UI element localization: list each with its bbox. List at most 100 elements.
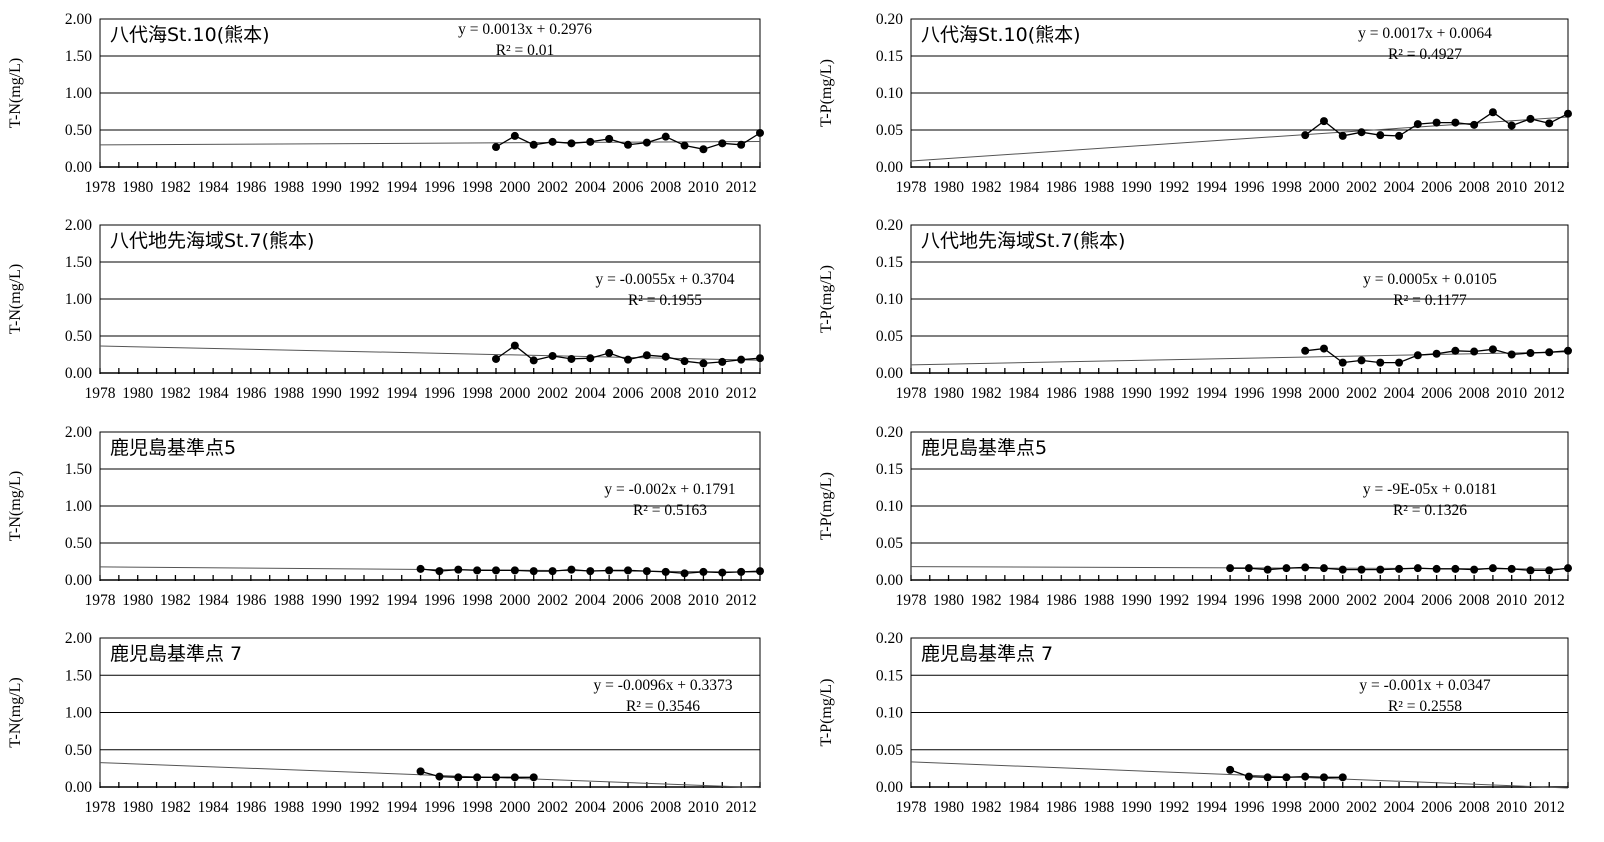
data-point xyxy=(756,128,764,137)
data-point xyxy=(1244,772,1253,781)
y-axis-label: T-P(mg/L) xyxy=(818,472,835,540)
trend-equation: y = 0.0005x + 0.0105 xyxy=(1363,271,1497,288)
data-point xyxy=(1413,351,1422,360)
data-point xyxy=(1545,566,1554,575)
x-tick-label: 1990 xyxy=(311,385,342,402)
r-squared: R² = 0.2558 xyxy=(1388,698,1462,715)
x-tick-label: 1990 xyxy=(1121,179,1152,196)
x-tick-label: 1992 xyxy=(1158,179,1189,196)
data-point xyxy=(454,565,463,574)
data-point xyxy=(548,351,557,360)
data-point xyxy=(586,567,595,576)
x-tick-label: 2010 xyxy=(688,385,719,402)
x-tick-label: 2000 xyxy=(499,799,530,816)
x-tick-label: 1984 xyxy=(198,179,229,196)
x-tick-label: 1978 xyxy=(85,179,116,196)
x-tick-label: 2002 xyxy=(1346,592,1377,609)
y-tick-label: 0.00 xyxy=(876,779,903,796)
y-tick-label: 0.50 xyxy=(65,122,92,139)
y-tick-label: 1.00 xyxy=(65,498,92,515)
x-tick-label: 2000 xyxy=(1308,799,1339,816)
x-tick-label: 2000 xyxy=(499,179,530,196)
x-tick-label: 2012 xyxy=(726,179,757,196)
data-point xyxy=(529,356,538,365)
x-tick-label: 1980 xyxy=(122,385,153,402)
data-point xyxy=(699,567,708,576)
x-tick-label: 1978 xyxy=(896,592,927,609)
x-tick-label: 2008 xyxy=(650,592,681,609)
data-point xyxy=(1564,564,1572,573)
data-point xyxy=(1507,350,1516,359)
x-tick-label: 2000 xyxy=(1308,592,1339,609)
data-point xyxy=(661,352,670,361)
x-tick-label: 1998 xyxy=(1271,385,1302,402)
x-tick-label: 1998 xyxy=(1271,799,1302,816)
data-point xyxy=(1357,356,1366,365)
data-point xyxy=(1319,344,1328,353)
x-tick-label: 1990 xyxy=(1121,799,1152,816)
data-point xyxy=(1395,564,1404,573)
x-tick-label: 1998 xyxy=(1271,179,1302,196)
data-point xyxy=(718,568,727,577)
data-point xyxy=(435,567,444,576)
data-point xyxy=(492,773,500,782)
x-tick-label: 1988 xyxy=(273,385,304,402)
data-point xyxy=(1470,565,1479,574)
x-tick-label: 1978 xyxy=(85,385,116,402)
x-tick-label: 2010 xyxy=(1496,592,1527,609)
x-tick-label: 2002 xyxy=(1346,179,1377,196)
x-tick-label: 2010 xyxy=(1496,179,1527,196)
x-tick-label: 2004 xyxy=(575,799,606,816)
y-tick-label: 0.00 xyxy=(876,572,903,589)
x-tick-label: 2010 xyxy=(1496,799,1527,816)
x-tick-label: 2000 xyxy=(1308,385,1339,402)
x-tick-label: 1998 xyxy=(462,592,493,609)
y-tick-label: 0.00 xyxy=(876,365,903,382)
data-point xyxy=(1338,565,1347,574)
y-tick-label: 1.00 xyxy=(65,85,92,102)
data-point xyxy=(548,137,557,146)
x-tick-label: 1994 xyxy=(386,592,417,609)
data-point xyxy=(1319,773,1328,782)
x-tick-label: 1994 xyxy=(1196,385,1227,402)
data-point xyxy=(529,773,538,782)
y-axis-label: T-P(mg/L) xyxy=(818,265,835,333)
data-point xyxy=(567,565,576,574)
data-point xyxy=(1395,131,1404,140)
y-tick-label: 1.50 xyxy=(65,667,92,684)
data-point xyxy=(1263,773,1272,782)
y-tick-label: 0.00 xyxy=(65,365,92,382)
r-squared: R² = 0.01 xyxy=(496,42,555,59)
chart-title: 鹿児島基準点5 xyxy=(921,437,1047,459)
chart-panel-7: 0.00 0.50 1.00 1.50 2.00 1978 1980 1982 1984 1986… xyxy=(7,630,761,816)
data-point xyxy=(718,357,727,366)
data-point xyxy=(529,140,538,149)
x-tick-label: 1986 xyxy=(1046,385,1077,402)
x-tick-label: 1992 xyxy=(349,385,380,402)
data-point xyxy=(1432,564,1441,573)
y-tick-label: 0.20 xyxy=(876,217,903,234)
x-tick-label: 2004 xyxy=(575,385,606,402)
y-tick-label: 2.00 xyxy=(65,217,92,234)
data-point xyxy=(1357,128,1366,137)
x-tick-label: 2004 xyxy=(1384,592,1415,609)
data-point xyxy=(1526,114,1535,123)
x-tick-label: 2006 xyxy=(613,385,644,402)
data-point xyxy=(1244,564,1253,573)
y-tick-label: 0.00 xyxy=(65,572,92,589)
data-point xyxy=(756,354,764,363)
data-point xyxy=(492,566,500,575)
r-squared: R² = 0.1955 xyxy=(628,292,702,309)
x-tick-label: 1978 xyxy=(85,799,116,816)
trend-equation: y = -0.001x + 0.0347 xyxy=(1359,677,1490,694)
x-tick-label: 1980 xyxy=(122,179,153,196)
x-tick-label: 1996 xyxy=(424,799,455,816)
data-point xyxy=(567,354,576,363)
r-squared: R² = 0.5163 xyxy=(633,502,707,519)
data-point xyxy=(510,131,519,140)
x-tick-label: 2008 xyxy=(1459,592,1490,609)
y-tick-label: 0.50 xyxy=(65,742,92,759)
y-axis-label: T-N(mg/L) xyxy=(7,471,24,542)
x-tick-label: 2002 xyxy=(537,385,568,402)
